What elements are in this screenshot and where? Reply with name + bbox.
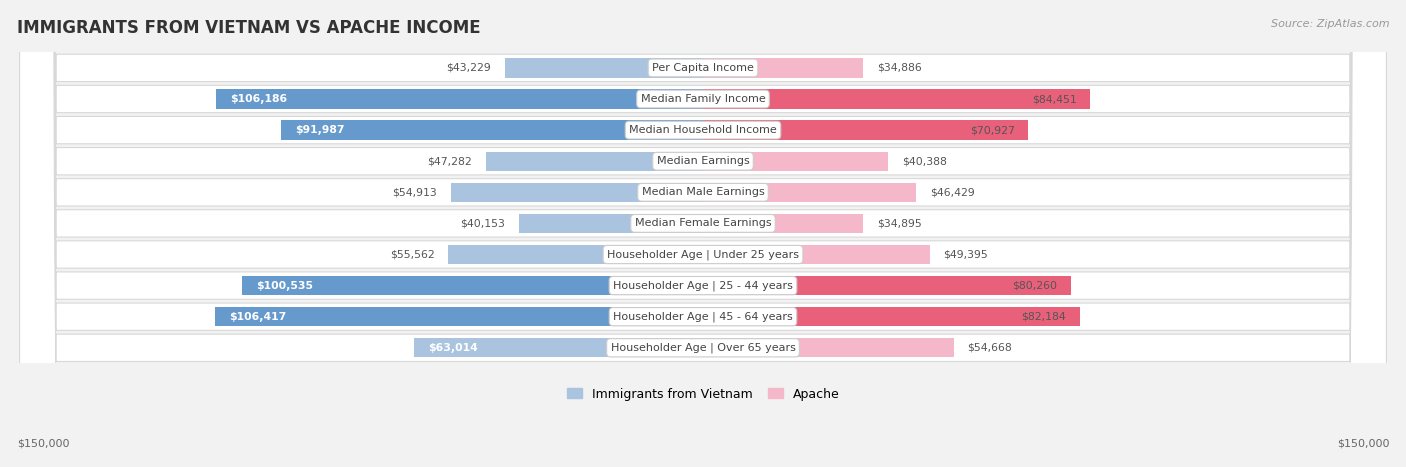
Bar — [703, 120, 1028, 140]
Text: Median Household Income: Median Household Income — [628, 125, 778, 135]
Bar — [703, 58, 863, 78]
FancyBboxPatch shape — [20, 0, 1386, 467]
FancyBboxPatch shape — [20, 0, 1386, 467]
Text: Householder Age | 25 - 44 years: Householder Age | 25 - 44 years — [613, 280, 793, 291]
FancyBboxPatch shape — [20, 0, 1386, 467]
Bar — [217, 89, 703, 109]
Text: $47,282: $47,282 — [427, 156, 472, 166]
Text: $70,927: $70,927 — [970, 125, 1015, 135]
Text: Median Female Earnings: Median Female Earnings — [634, 219, 772, 228]
Text: IMMIGRANTS FROM VIETNAM VS APACHE INCOME: IMMIGRANTS FROM VIETNAM VS APACHE INCOME — [17, 19, 481, 37]
Bar — [519, 214, 703, 233]
Bar — [242, 276, 703, 295]
Bar — [281, 120, 703, 140]
Text: $100,535: $100,535 — [256, 281, 312, 290]
Text: Median Earnings: Median Earnings — [657, 156, 749, 166]
Bar — [703, 338, 953, 357]
Text: $63,014: $63,014 — [427, 343, 478, 353]
Text: $106,186: $106,186 — [229, 94, 287, 104]
Text: $54,913: $54,913 — [392, 187, 437, 198]
Text: $34,895: $34,895 — [877, 219, 921, 228]
Bar — [703, 214, 863, 233]
Bar — [486, 152, 703, 171]
Text: Householder Age | Over 65 years: Householder Age | Over 65 years — [610, 343, 796, 353]
Bar — [703, 183, 915, 202]
Text: $40,388: $40,388 — [903, 156, 946, 166]
Text: $82,184: $82,184 — [1021, 311, 1066, 322]
Text: $40,153: $40,153 — [460, 219, 505, 228]
Bar — [413, 338, 703, 357]
Text: Median Male Earnings: Median Male Earnings — [641, 187, 765, 198]
Text: $43,229: $43,229 — [446, 63, 491, 73]
Text: $150,000: $150,000 — [17, 439, 69, 449]
FancyBboxPatch shape — [20, 0, 1386, 467]
FancyBboxPatch shape — [20, 0, 1386, 467]
Bar — [703, 245, 929, 264]
Text: $46,429: $46,429 — [929, 187, 974, 198]
Text: Per Capita Income: Per Capita Income — [652, 63, 754, 73]
FancyBboxPatch shape — [20, 0, 1386, 467]
FancyBboxPatch shape — [20, 0, 1386, 467]
Bar — [451, 183, 703, 202]
FancyBboxPatch shape — [20, 0, 1386, 467]
Bar — [703, 276, 1071, 295]
Bar — [215, 307, 703, 326]
Text: $54,668: $54,668 — [967, 343, 1012, 353]
Text: Median Family Income: Median Family Income — [641, 94, 765, 104]
Text: $49,395: $49,395 — [943, 249, 988, 260]
Bar — [703, 89, 1090, 109]
Legend: Immigrants from Vietnam, Apache: Immigrants from Vietnam, Apache — [561, 382, 845, 407]
FancyBboxPatch shape — [20, 0, 1386, 467]
Text: $34,886: $34,886 — [877, 63, 921, 73]
Bar — [449, 245, 703, 264]
Bar — [703, 152, 889, 171]
Text: $80,260: $80,260 — [1012, 281, 1057, 290]
Text: Householder Age | 45 - 64 years: Householder Age | 45 - 64 years — [613, 311, 793, 322]
Text: $84,451: $84,451 — [1032, 94, 1077, 104]
Bar — [703, 307, 1080, 326]
FancyBboxPatch shape — [20, 0, 1386, 467]
Text: $150,000: $150,000 — [1337, 439, 1389, 449]
Text: Householder Age | Under 25 years: Householder Age | Under 25 years — [607, 249, 799, 260]
Text: $55,562: $55,562 — [389, 249, 434, 260]
Text: $91,987: $91,987 — [295, 125, 344, 135]
Bar — [505, 58, 703, 78]
Text: $106,417: $106,417 — [229, 311, 285, 322]
Text: Source: ZipAtlas.com: Source: ZipAtlas.com — [1271, 19, 1389, 28]
